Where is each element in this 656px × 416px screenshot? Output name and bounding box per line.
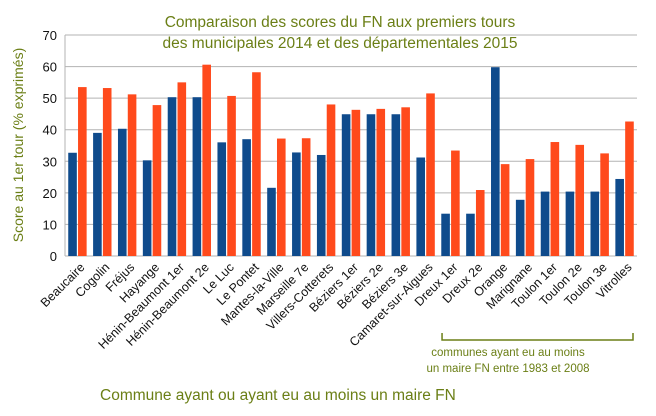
x-axis-label: Commune ayant ou ayant eu au moins un ma…: [100, 387, 456, 404]
bar: [426, 93, 435, 257]
bar: [192, 97, 202, 257]
chart-title-line-2: des municipales 2014 et des départementa…: [162, 35, 517, 52]
bar: [292, 152, 301, 256]
bar: [590, 191, 600, 256]
y-tick-label: 0: [50, 249, 57, 264]
bar: [341, 114, 351, 256]
y-tick-label: 20: [43, 186, 57, 201]
bar: [475, 190, 485, 256]
bar: [500, 164, 510, 256]
bar: [78, 87, 87, 256]
y-axis-label: Score au 1er tour (% exprimés): [10, 48, 26, 243]
bar: [217, 142, 227, 256]
bar: [615, 178, 624, 256]
bar: [93, 132, 102, 256]
bar: [540, 191, 550, 256]
bar: [102, 88, 112, 256]
bar: [267, 187, 276, 256]
bar: [441, 213, 450, 256]
y-tick-label: 60: [43, 60, 57, 75]
annotation-bracket-line: [441, 333, 634, 341]
annotation-line-2: un maire FN entre 1983 et 2008: [426, 363, 589, 375]
bars: [68, 64, 634, 257]
bar: [391, 114, 401, 256]
bar: [68, 152, 77, 256]
annotation-bracket: [441, 333, 634, 341]
y-tick-label: 70: [43, 28, 57, 43]
bar: [276, 138, 286, 256]
bar: [177, 82, 187, 256]
bar: [466, 213, 475, 256]
bar: [202, 64, 211, 256]
bar: [600, 153, 609, 256]
y-tick-label: 30: [43, 154, 57, 169]
y-tick-label: 50: [43, 91, 57, 106]
bar: [550, 142, 560, 256]
bar: [575, 144, 585, 256]
bar: [152, 105, 162, 257]
annotation-line-1: communes ayant eu au moins: [431, 347, 585, 359]
bar: [316, 154, 326, 256]
bar: [491, 67, 500, 257]
bar: [326, 104, 336, 256]
bar: [227, 95, 236, 256]
bar: [565, 191, 575, 256]
bar: [625, 121, 634, 257]
bar: [416, 157, 426, 256]
bar: [167, 97, 177, 257]
bar: [515, 199, 525, 256]
bar: [401, 107, 410, 256]
chart-title-line-1: Comparaison des scores du FN aux premier…: [165, 14, 516, 31]
bar: [376, 108, 386, 257]
y-tick-label: 10: [43, 217, 57, 232]
y-tick-labels: 0 10 20 30 40 50 60 70: [43, 28, 57, 264]
y-tick-label: 40: [43, 123, 57, 138]
bar: [252, 72, 261, 256]
bar: [117, 128, 127, 256]
bar: [451, 150, 460, 256]
bar: [366, 114, 376, 256]
bar: [525, 159, 535, 256]
category-labels: BeaucaireCogolinFréjusHayangeHénin-Beaum…: [38, 260, 635, 352]
bar: [142, 160, 152, 256]
bar: [301, 138, 311, 256]
bar: [127, 94, 137, 257]
bar: [351, 109, 361, 257]
bar: [242, 139, 251, 256]
